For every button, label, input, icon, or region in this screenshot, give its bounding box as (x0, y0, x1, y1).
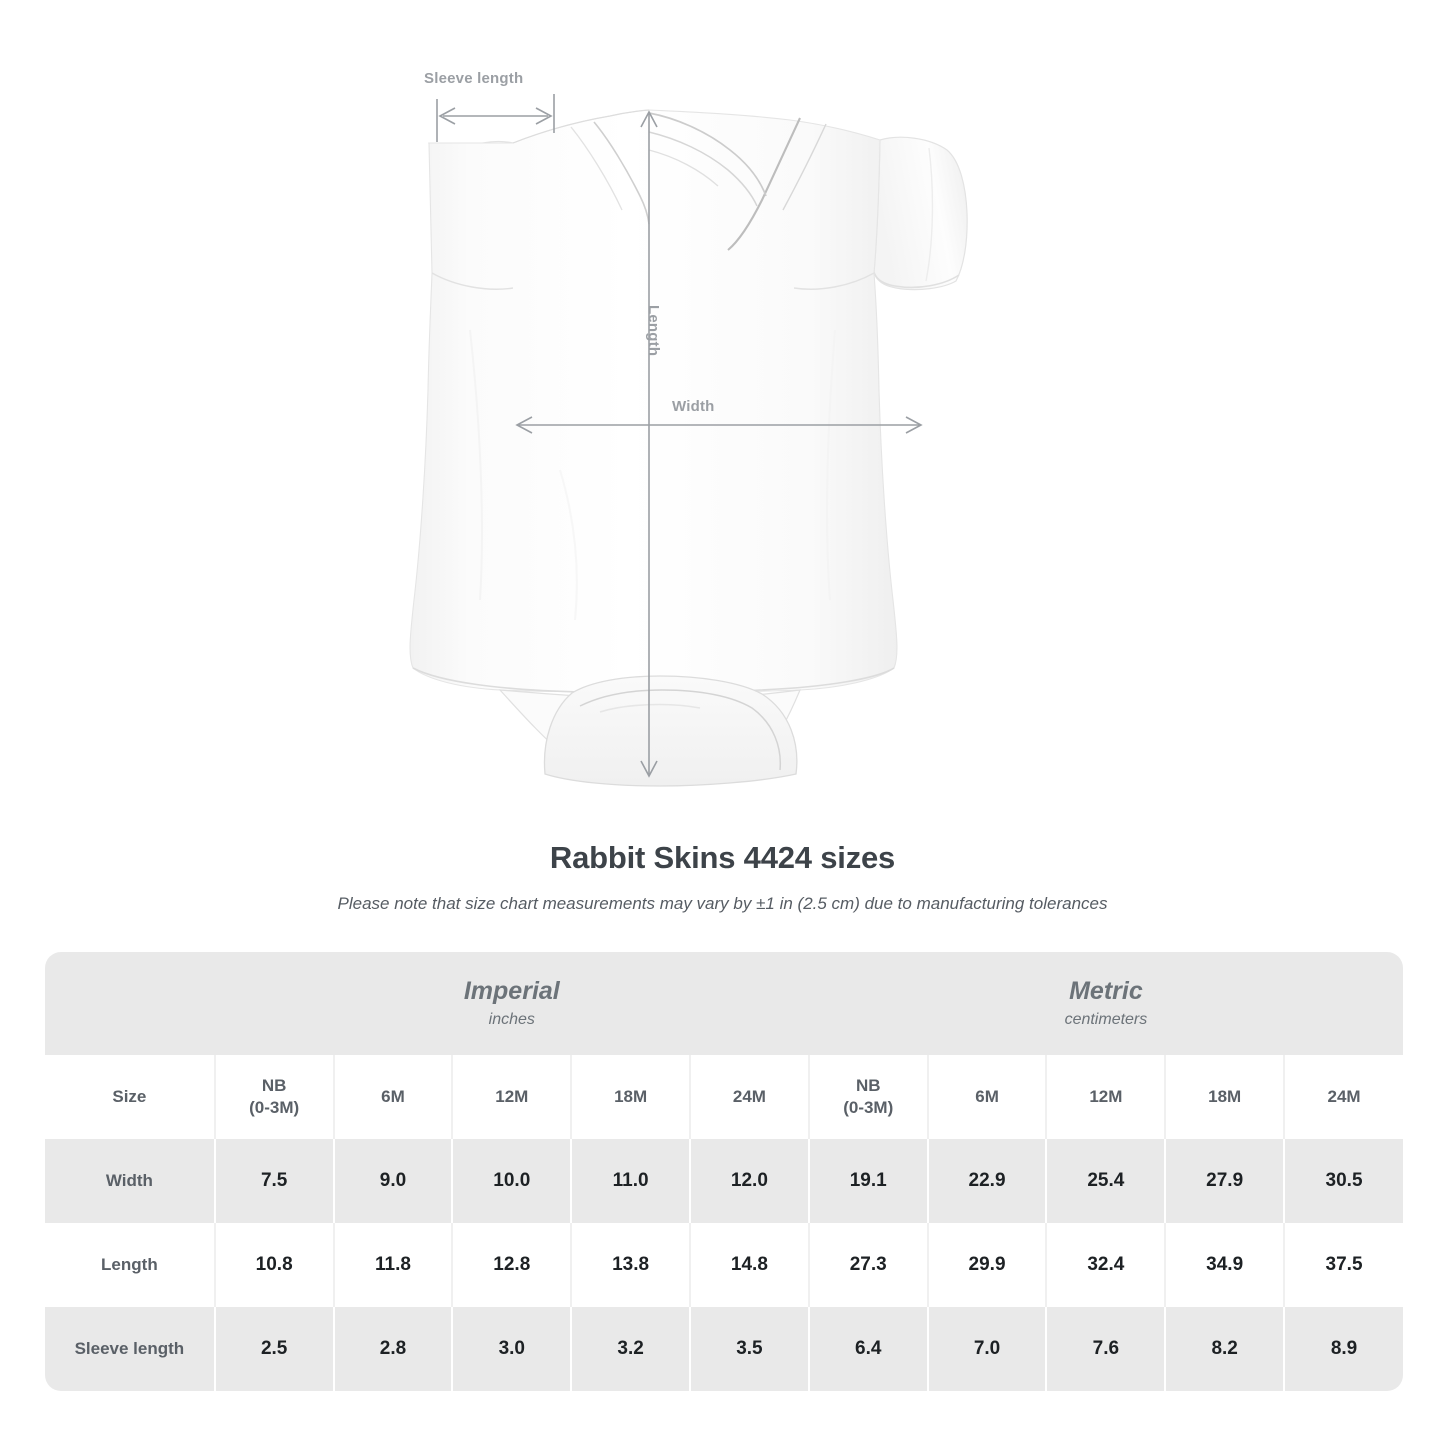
cell-width-imperial-6m: 9.0 (332, 1139, 453, 1223)
table-row: Length 10.8 11.8 12.8 13.8 14.8 27.3 29.… (45, 1223, 1403, 1307)
measure-annotations (436, 94, 923, 778)
cell-width-metric-24m: 30.5 (1283, 1139, 1403, 1223)
unit-group-metric: Metric centimeters (808, 952, 1403, 1055)
cell-sleeve-imperial-nb: 2.5 (213, 1307, 334, 1391)
column-header-metric-24m: 24M (1283, 1055, 1403, 1139)
unit-group-imperial: Imperial inches (214, 952, 809, 1055)
column-header-metric-nb-label: NB (855, 1075, 881, 1095)
column-header-metric-12m: 12M (1045, 1055, 1166, 1139)
cell-length-metric-nb: 27.3 (807, 1223, 928, 1307)
column-header-imperial-24m: 24M (689, 1055, 809, 1139)
table-row: Width 7.5 9.0 10.0 11.0 12.0 19.1 22.9 2… (45, 1139, 1403, 1223)
column-header-size: Size (45, 1055, 215, 1139)
page-title: Rabbit Skins 4424 sizes (549, 840, 896, 875)
cell-sleeve-metric-nb: 6.4 (807, 1307, 928, 1391)
cell-length-imperial-12m: 12.8 (451, 1223, 572, 1307)
sleeve-length-label: Sleeve length (424, 70, 524, 87)
unit-group-metric-sub: centimeters (1064, 1011, 1148, 1029)
cell-width-metric-nb: 19.1 (807, 1139, 928, 1223)
cell-length-imperial-nb: 10.8 (213, 1223, 334, 1307)
cell-width-metric-12m: 25.4 (1045, 1139, 1166, 1223)
cell-length-imperial-24m: 14.8 (689, 1223, 809, 1307)
width-dimension (515, 416, 923, 434)
column-header-imperial-nb: NB (0-3M) (213, 1055, 334, 1139)
column-header-metric-nb: NB (0-3M) (807, 1055, 928, 1139)
cell-width-imperial-nb: 7.5 (213, 1139, 334, 1223)
column-header-imperial-nb-label: NB (261, 1075, 287, 1095)
cell-length-metric-6m: 29.9 (926, 1223, 1047, 1307)
column-header-imperial-18m: 18M (570, 1055, 691, 1139)
cell-length-imperial-18m: 13.8 (570, 1223, 691, 1307)
cell-length-imperial-6m: 11.8 (332, 1223, 453, 1307)
cell-sleeve-metric-18m: 8.2 (1164, 1307, 1285, 1391)
cell-sleeve-imperial-18m: 3.2 (570, 1307, 691, 1391)
cell-width-imperial-24m: 12.0 (689, 1139, 809, 1223)
cell-sleeve-imperial-6m: 2.8 (332, 1307, 453, 1391)
width-label: Width (672, 398, 715, 415)
size-chart-table: Imperial inches Metric centimeters Size … (45, 952, 1403, 1391)
cell-width-imperial-18m: 11.0 (570, 1139, 691, 1223)
title-block: Rabbit Skins 4424 sizes Please note that… (0, 840, 1445, 914)
row-label-width: Width (45, 1139, 215, 1223)
unit-group-metric-name: Metric (1069, 976, 1143, 1005)
right-sleeve (873, 136, 968, 291)
size-header-row: Size NB (0-3M) 6M 12M 18M 24M NB (0-3M) (45, 1055, 1403, 1139)
crotch-snap-panel (498, 675, 801, 787)
cell-sleeve-metric-6m: 7.0 (926, 1307, 1047, 1391)
unit-group-imperial-name: Imperial (463, 976, 560, 1005)
cell-width-metric-6m: 22.9 (926, 1139, 1047, 1223)
cell-width-metric-18m: 27.9 (1164, 1139, 1285, 1223)
column-header-imperial-6m: 6M (332, 1055, 453, 1139)
column-header-imperial-12m: 12M (451, 1055, 572, 1139)
cell-length-metric-18m: 34.9 (1164, 1223, 1285, 1307)
cell-sleeve-metric-12m: 7.6 (1045, 1307, 1166, 1391)
length-label: Length (645, 305, 662, 357)
cell-width-imperial-12m: 10.0 (451, 1139, 572, 1223)
size-chart-table-wrapper: Imperial inches Metric centimeters Size … (45, 952, 1403, 1391)
tolerance-note: Please note that size chart measurements… (337, 894, 1108, 913)
cell-sleeve-imperial-24m: 3.5 (689, 1307, 809, 1391)
cell-sleeve-imperial-12m: 3.0 (451, 1307, 572, 1391)
bodysuit-body (409, 109, 898, 695)
sleeve-length-dimension (436, 94, 555, 142)
cell-length-metric-12m: 32.4 (1045, 1223, 1166, 1307)
unit-banner-spacer (45, 952, 215, 1055)
unit-group-imperial-sub: inches (488, 1011, 535, 1029)
baby-bodysuit-drawing (409, 94, 968, 787)
cell-sleeve-metric-24m: 8.9 (1283, 1307, 1403, 1391)
column-header-metric-18m: 18M (1164, 1055, 1285, 1139)
row-label-sleeve-length: Sleeve length (45, 1307, 215, 1391)
cell-length-metric-24m: 37.5 (1283, 1223, 1403, 1307)
column-header-metric-6m: 6M (926, 1055, 1047, 1139)
column-header-metric-nb-sub: (0-3M) (843, 1098, 894, 1117)
column-header-imperial-nb-sub: (0-3M) (249, 1098, 300, 1117)
row-label-length: Length (45, 1223, 215, 1307)
unit-banner-row: Imperial inches Metric centimeters (45, 952, 1403, 1055)
length-dimension (640, 110, 658, 778)
garment-illustration: Sleeve length Length Width (409, 70, 968, 787)
table-row: Sleeve length 2.5 2.8 3.0 3.2 3.5 6.4 7.… (45, 1307, 1403, 1391)
